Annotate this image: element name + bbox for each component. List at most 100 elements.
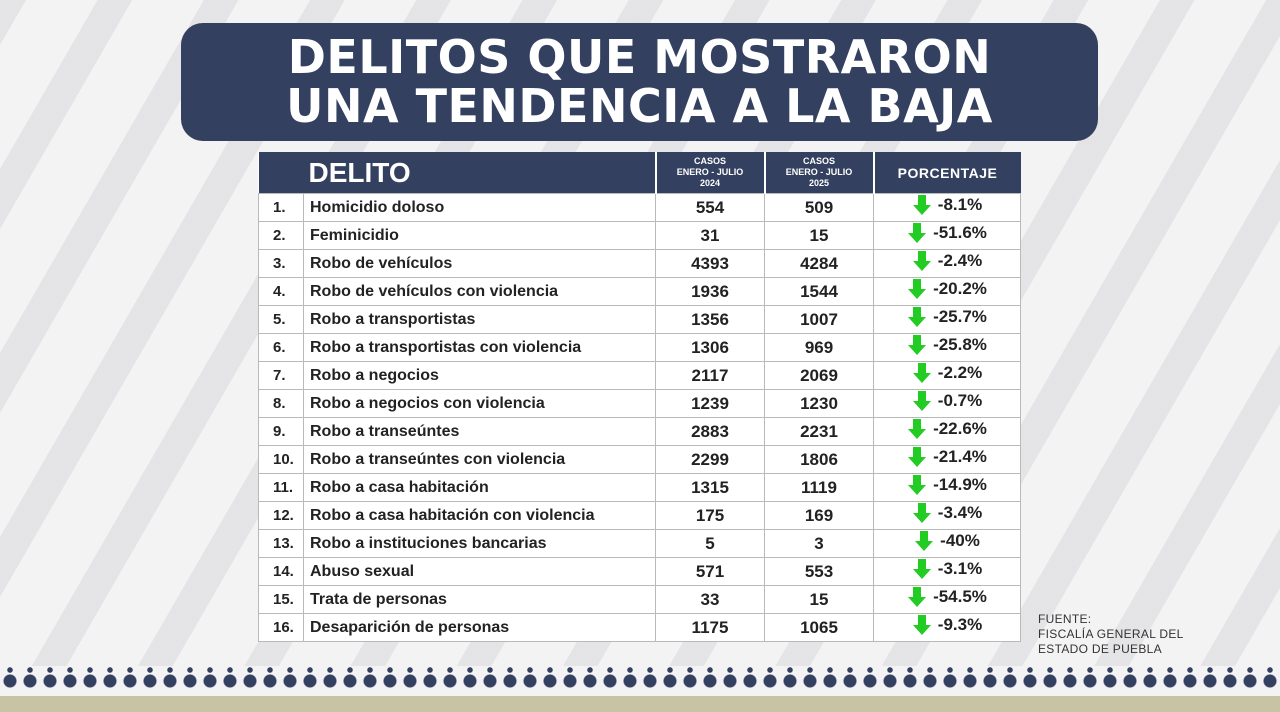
row-number: 6.	[258, 333, 304, 362]
pct-value: -54.5%	[933, 587, 987, 606]
row-number: 5.	[258, 305, 304, 334]
row-delito: Robo de vehículos con violencia	[303, 277, 656, 306]
title-banner: DELITOS QUE MOSTRARON UNA TENDENCIA A LA…	[181, 23, 1098, 141]
down-arrow-icon	[908, 223, 927, 243]
table-row: 12. Robo a casa habitación con violencia 1…	[258, 501, 1021, 530]
pct-cell-content: -25.7%	[907, 306, 987, 328]
down-arrow-icon	[912, 615, 931, 635]
row-casos-2025: 1230	[764, 389, 874, 418]
row-casos-2024: 1306	[655, 333, 765, 362]
pct-cell-content: -51.6%	[907, 222, 987, 244]
down-arrow-icon	[908, 279, 927, 299]
row-delito: Robo a transportistas con violencia	[303, 333, 656, 362]
row-number: 14.	[258, 557, 304, 586]
down-arrow-icon	[908, 419, 927, 439]
pct-value: -3.1%	[937, 559, 983, 578]
row-porcentaje: -9.3%	[873, 613, 1021, 642]
row-delito: Robo a transportistas	[303, 305, 656, 334]
table-row: 5. Robo a transportistas 1356 1007 -25.7%	[258, 305, 1021, 334]
source-line-1: FUENTE:	[1038, 612, 1092, 626]
row-porcentaje: -2.2%	[873, 361, 1021, 390]
row-porcentaje: -21.4%	[873, 445, 1021, 474]
table-row: 2. Feminicidio 31 15 -51.6%	[258, 221, 1021, 250]
pct-value: -2.2%	[937, 363, 983, 382]
header-casos-2024-line1: CASOS	[693, 156, 726, 166]
header-casos-2024: CASOS ENERO - JULIO 2024	[655, 152, 766, 194]
header-delito: DELITO	[258, 152, 657, 194]
row-porcentaje: -2.4%	[873, 249, 1021, 278]
row-casos-2024: 1315	[655, 473, 765, 502]
row-casos-2025: 969	[764, 333, 874, 362]
row-casos-2024: 33	[655, 585, 765, 614]
down-arrow-icon	[908, 307, 927, 327]
row-porcentaje: -14.9%	[873, 473, 1021, 502]
row-casos-2024: 2299	[655, 445, 765, 474]
row-porcentaje: -3.1%	[873, 557, 1021, 586]
table-row: 16. Desaparición de personas 1175 1065 -9.3%	[258, 613, 1021, 642]
row-porcentaje: -40%	[873, 529, 1021, 558]
row-delito: Robo a transeúntes con violencia	[303, 445, 656, 474]
row-casos-2025: 1007	[764, 305, 874, 334]
table-row: 1. Homicidio doloso 554 509 -8.1%	[258, 193, 1021, 222]
crime-table: DELITO CASOS ENERO - JULIO 2024 CASOS EN…	[258, 152, 1021, 642]
pct-cell-content: -22.6%	[907, 418, 987, 440]
pct-cell-content: -14.9%	[907, 474, 987, 496]
row-porcentaje: -54.5%	[873, 585, 1021, 614]
title-line-1: DELITOS QUE MOSTRARON	[287, 30, 992, 84]
title-line-2: UNA TENDENCIA A LA BAJA	[286, 79, 993, 133]
source-note: FUENTE: FISCALÍA GENERAL DEL ESTADO DE P…	[1038, 612, 1268, 657]
row-casos-2025: 15	[764, 585, 874, 614]
row-number: 2.	[258, 221, 304, 250]
row-casos-2024: 571	[655, 557, 765, 586]
table-row: 15. Trata de personas 33 15 -54.5%	[258, 585, 1021, 614]
pct-cell-content: -54.5%	[907, 586, 987, 608]
pct-cell-content: -20.2%	[907, 278, 987, 300]
row-casos-2025: 1806	[764, 445, 874, 474]
row-delito: Feminicidio	[303, 221, 656, 250]
row-casos-2025: 1119	[764, 473, 874, 502]
row-delito: Robo a instituciones bancarias	[303, 529, 656, 558]
table-row: 3. Robo de vehículos 4393 4284 -2.4%	[258, 249, 1021, 278]
row-porcentaje: -25.8%	[873, 333, 1021, 362]
down-arrow-icon	[912, 251, 931, 271]
row-number: 8.	[258, 389, 304, 418]
row-casos-2024: 2883	[655, 417, 765, 446]
pct-cell-content: -0.7%	[912, 390, 982, 412]
row-porcentaje: -51.6%	[873, 221, 1021, 250]
pct-value: -0.7%	[937, 391, 983, 410]
row-casos-2025: 2231	[764, 417, 874, 446]
row-number: 4.	[258, 277, 304, 306]
row-delito: Homicidio doloso	[303, 193, 656, 222]
header-casos-2025-line2: ENERO - JULIO	[785, 167, 853, 177]
row-delito: Desaparición de personas	[303, 613, 656, 642]
row-casos-2024: 1936	[655, 277, 765, 306]
row-number: 7.	[258, 361, 304, 390]
row-casos-2024: 4393	[655, 249, 765, 278]
source-line-3: ESTADO DE PUEBLA	[1038, 642, 1162, 656]
pct-value: -8.1%	[937, 195, 983, 214]
down-arrow-icon	[908, 447, 927, 467]
row-casos-2024: 175	[655, 501, 765, 530]
row-casos-2024: 1356	[655, 305, 765, 334]
table-row: 11. Robo a casa habitación 1315 1119 -14.9%	[258, 473, 1021, 502]
table-row: 13. Robo a instituciones bancarias 5 3 -40%	[258, 529, 1021, 558]
pct-cell-content: -3.1%	[912, 558, 982, 580]
row-casos-2024: 1239	[655, 389, 765, 418]
row-number: 12.	[258, 501, 304, 530]
pct-cell-content: -2.4%	[912, 250, 982, 272]
source-line-2: FISCALÍA GENERAL DEL	[1038, 627, 1184, 641]
header-casos-2024-line3: 2024	[699, 178, 721, 188]
row-casos-2024: 5	[655, 529, 765, 558]
pct-value: -51.6%	[933, 223, 987, 242]
row-delito: Robo a transeúntes	[303, 417, 656, 446]
pct-value: -22.6%	[933, 419, 987, 438]
row-number: 15.	[258, 585, 304, 614]
decorative-bottom-strip	[0, 696, 1280, 712]
pct-cell-content: -9.3%	[912, 614, 982, 636]
row-number: 9.	[258, 417, 304, 446]
down-arrow-icon	[912, 363, 931, 383]
row-porcentaje: -0.7%	[873, 389, 1021, 418]
row-porcentaje: -22.6%	[873, 417, 1021, 446]
row-casos-2025: 509	[764, 193, 874, 222]
header-casos-2025-line3: 2025	[808, 178, 830, 188]
